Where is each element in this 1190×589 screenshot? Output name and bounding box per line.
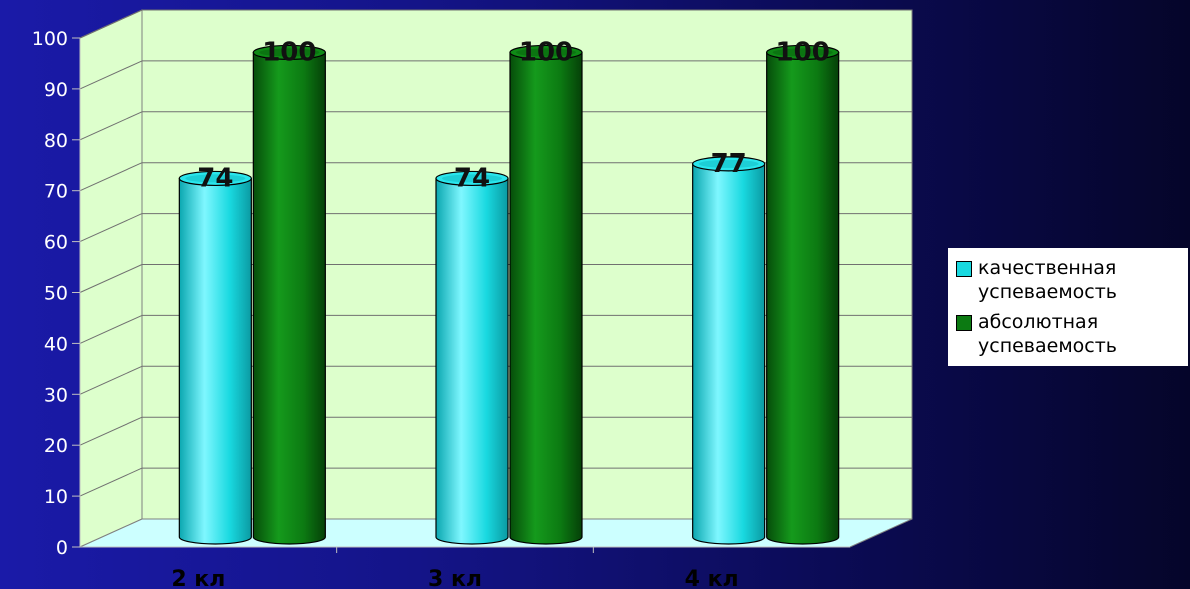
y-tick-label: 10	[44, 486, 68, 508]
bar	[252, 44, 326, 545]
x-tick-label: 4 кл	[685, 567, 739, 589]
gridline-side	[79, 213, 143, 243]
bar-body	[252, 51, 326, 545]
legend-label-absolute: абсолютная успеваемость	[978, 311, 1118, 357]
bar-body	[435, 177, 509, 545]
data-label: 74	[454, 163, 490, 193]
gridline-side	[79, 60, 143, 90]
bar-top-shade	[772, 48, 833, 57]
bar-top-shade	[185, 174, 246, 183]
x-tick-label: 2 кл	[171, 567, 225, 589]
bar	[509, 44, 583, 545]
gridline-side	[79, 162, 143, 192]
bar-top-shade	[442, 174, 502, 183]
bar	[692, 156, 766, 545]
y-tick-label: 90	[44, 79, 68, 101]
gridline-side	[79, 365, 143, 395]
data-label: 77	[711, 149, 747, 179]
legend: качественная успеваемость абсолютная усп…	[948, 248, 1188, 366]
y-tick-label: 40	[44, 333, 68, 355]
gridline-side	[79, 467, 143, 497]
data-label: 100	[519, 37, 573, 67]
y-tick-label: 70	[44, 181, 68, 203]
x-tick-label: 3 кл	[428, 567, 482, 589]
data-label: 100	[262, 37, 316, 67]
data-label: 74	[197, 163, 233, 193]
gridline-side	[79, 264, 143, 293]
y-tick-label: 0	[56, 537, 68, 559]
y-tick-label: 100	[32, 28, 68, 50]
legend-item-absolute: абсолютная успеваемость	[956, 310, 1184, 358]
legend-swatch-absolute	[956, 315, 972, 331]
y-tick-label: 80	[44, 130, 68, 152]
bar	[766, 44, 840, 545]
y-tick-label: 20	[44, 435, 68, 457]
bar	[178, 170, 252, 545]
gridline-side	[79, 9, 143, 39]
bar-body	[178, 177, 252, 545]
data-label: 100	[776, 37, 830, 67]
y-tick-label: 50	[44, 283, 68, 305]
gridline-side	[79, 314, 143, 344]
bar-body	[692, 163, 766, 545]
bar-top-shade	[516, 48, 576, 57]
gridline-side	[79, 111, 143, 141]
bar-top-shade	[698, 159, 759, 168]
y-tick-label: 30	[44, 384, 68, 406]
legend-label-quality: качественная успеваемость	[978, 257, 1118, 303]
bar-top-shade	[259, 48, 320, 57]
bar	[435, 170, 509, 545]
bar-body	[766, 51, 840, 545]
y-tick-label: 60	[44, 232, 68, 254]
legend-swatch-quality	[956, 261, 972, 277]
gridline-side	[79, 416, 143, 446]
legend-item-quality: качественная успеваемость	[956, 256, 1184, 304]
bar-body	[509, 51, 583, 545]
